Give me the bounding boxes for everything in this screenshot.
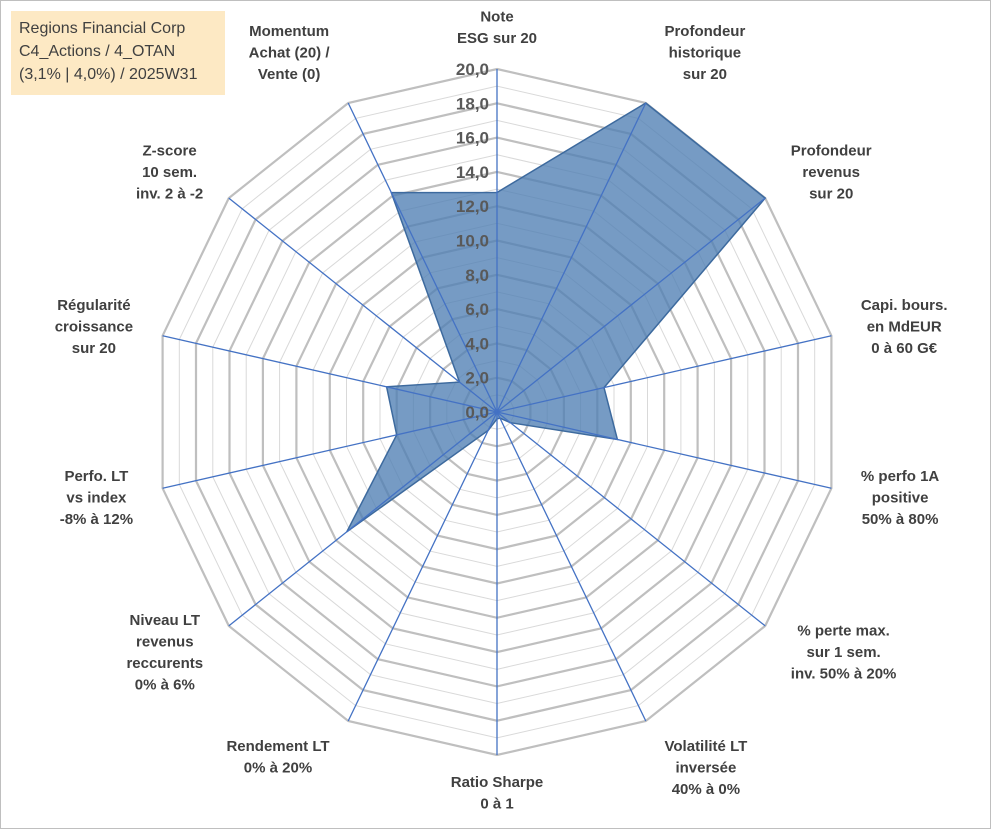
axis-label-line: Perfo. LT <box>64 468 128 485</box>
series-area <box>346 102 767 533</box>
axis-label-line: 40% à 0% <box>672 781 740 798</box>
axis-label-line: Profondeur <box>791 143 872 160</box>
axis-label-line: Volatilité LT <box>665 738 748 755</box>
axis-label-line: Rendement LT <box>226 738 329 755</box>
tick-label: 4,0 <box>465 334 489 353</box>
radar-spokes <box>162 69 832 755</box>
axis-label-line: Vente (0) <box>258 66 321 83</box>
axis-spoke <box>496 335 832 413</box>
tick-label: 8,0 <box>465 266 489 285</box>
axis-label-line: Momentum <box>249 23 329 40</box>
tick-label: 18,0 <box>456 94 489 113</box>
axis-label: Note ESG sur 20 <box>457 9 537 48</box>
axis-spoke <box>228 197 498 413</box>
axis-spoke <box>496 411 766 627</box>
axis-spoke <box>347 411 498 722</box>
axis-spoke <box>162 411 498 489</box>
tick-label: 12,0 <box>456 197 489 216</box>
radar-series <box>346 102 767 533</box>
axis-label: Niveau LT revenus reccurents 0% à 6% <box>126 612 203 694</box>
axis-label-line: sur 20 <box>72 340 116 357</box>
axis-label-line: % perfo 1A <box>861 468 940 485</box>
axis-spoke <box>347 102 498 413</box>
axis-label-line: sur 1 sem. <box>806 644 880 661</box>
axis-label-line: en MdEUR <box>867 318 942 335</box>
axis-label-line: Profondeur <box>664 23 745 40</box>
axis-label: Capi. bours. en MdEUR 0 à 60 G€ <box>861 297 948 357</box>
axis-label-line: % perte max. <box>797 623 890 640</box>
axis-label: Profondeur revenus sur 20 <box>791 143 872 203</box>
tick-label: 14,0 <box>456 163 489 182</box>
axis-label-line: historique <box>669 44 742 61</box>
axis-label: % perte max. sur 1 sem. inv. 50% à 20% <box>791 623 897 683</box>
axis-label-line: 0% à 6% <box>135 676 195 693</box>
axis-label-line: sur 20 <box>809 186 853 203</box>
tick-label: 16,0 <box>456 129 489 148</box>
axis-spoke <box>496 411 832 489</box>
axis-label: Ratio Sharpe 0 à 1 <box>451 774 544 813</box>
chart-title-line-2: C4_Actions / 4_OTAN <box>19 43 176 60</box>
axis-label-line: Achat (20) / <box>249 44 331 61</box>
chart-title-box: Regions Financial Corp C4_Actions / 4_OT… <box>11 11 225 95</box>
axis-label: Régularité croissance sur 20 <box>55 297 133 357</box>
axis-spoke <box>228 411 498 627</box>
axis-label-line: Régularité <box>57 297 130 314</box>
axis-label: % perfo 1A positive 50% à 80% <box>861 468 940 528</box>
axis-label-line: 0% à 20% <box>244 760 312 777</box>
axis-spoke <box>496 411 647 722</box>
axis-label-line: reccurents <box>126 655 203 672</box>
axis-label-line: Ratio Sharpe <box>451 774 544 791</box>
axis-label-line: revenus <box>136 633 194 650</box>
axis-label-line: 50% à 80% <box>862 511 939 528</box>
axis-spoke <box>496 197 766 413</box>
tick-label: 10,0 <box>456 232 489 251</box>
tick-label: 20,0 <box>456 60 489 79</box>
radar-tick-labels: 0,0 2,0 4,0 6,0 8,0 10,0 12,0 14,0 16,0 18,0 20,0 <box>456 60 489 422</box>
axis-label-line: revenus <box>802 164 860 181</box>
tick-label: 2,0 <box>465 369 489 388</box>
axis-label-line: ESG sur 20 <box>457 30 537 47</box>
axis-label: Z-score 10 sem. inv. 2 à -2 <box>136 143 203 203</box>
axis-label-line: 0 à 60 G€ <box>871 340 938 357</box>
axis-spoke <box>496 102 647 413</box>
axis-label-line: Z-score <box>143 143 197 160</box>
axis-label-line: inv. 50% à 20% <box>791 666 897 683</box>
tick-label: 0,0 <box>465 403 489 422</box>
axis-label-line: vs index <box>66 490 127 507</box>
axis-label-line: sur 20 <box>683 66 727 83</box>
axis-label: Perfo. LT vs index -8% à 12% <box>60 468 133 528</box>
radar-axis-labels: Note ESG sur 20 Profondeur historique sur 20… <box>55 9 948 813</box>
axis-label-line: positive <box>872 490 929 507</box>
axis-label-line: -8% à 12% <box>60 511 133 528</box>
axis-label-line: croissance <box>55 318 133 335</box>
axis-label: Rendement LT 0% à 20% <box>226 738 329 777</box>
chart-title-line-1: Regions Financial Corp <box>19 20 186 37</box>
axis-label-line: Note <box>480 9 513 26</box>
axis-label-line: inv. 2 à -2 <box>136 186 203 203</box>
axis-label-line: 10 sem. <box>142 164 197 181</box>
tick-label: 6,0 <box>465 300 489 319</box>
axis-label: Volatilité LT inversée 40% à 0% <box>665 738 748 798</box>
axis-spoke <box>162 335 498 413</box>
axis-label-line: inversée <box>675 760 736 777</box>
axis-label-line: Capi. bours. <box>861 297 948 314</box>
axis-label-line: Niveau LT <box>130 612 201 629</box>
chart-title-line-3: (3,1% | 4,0%) / 2025W31 <box>19 66 198 83</box>
axis-label-line: 0 à 1 <box>480 796 513 813</box>
axis-label: Momentum Achat (20) / Vente (0) <box>249 23 331 83</box>
axis-label: Profondeur historique sur 20 <box>664 23 745 83</box>
